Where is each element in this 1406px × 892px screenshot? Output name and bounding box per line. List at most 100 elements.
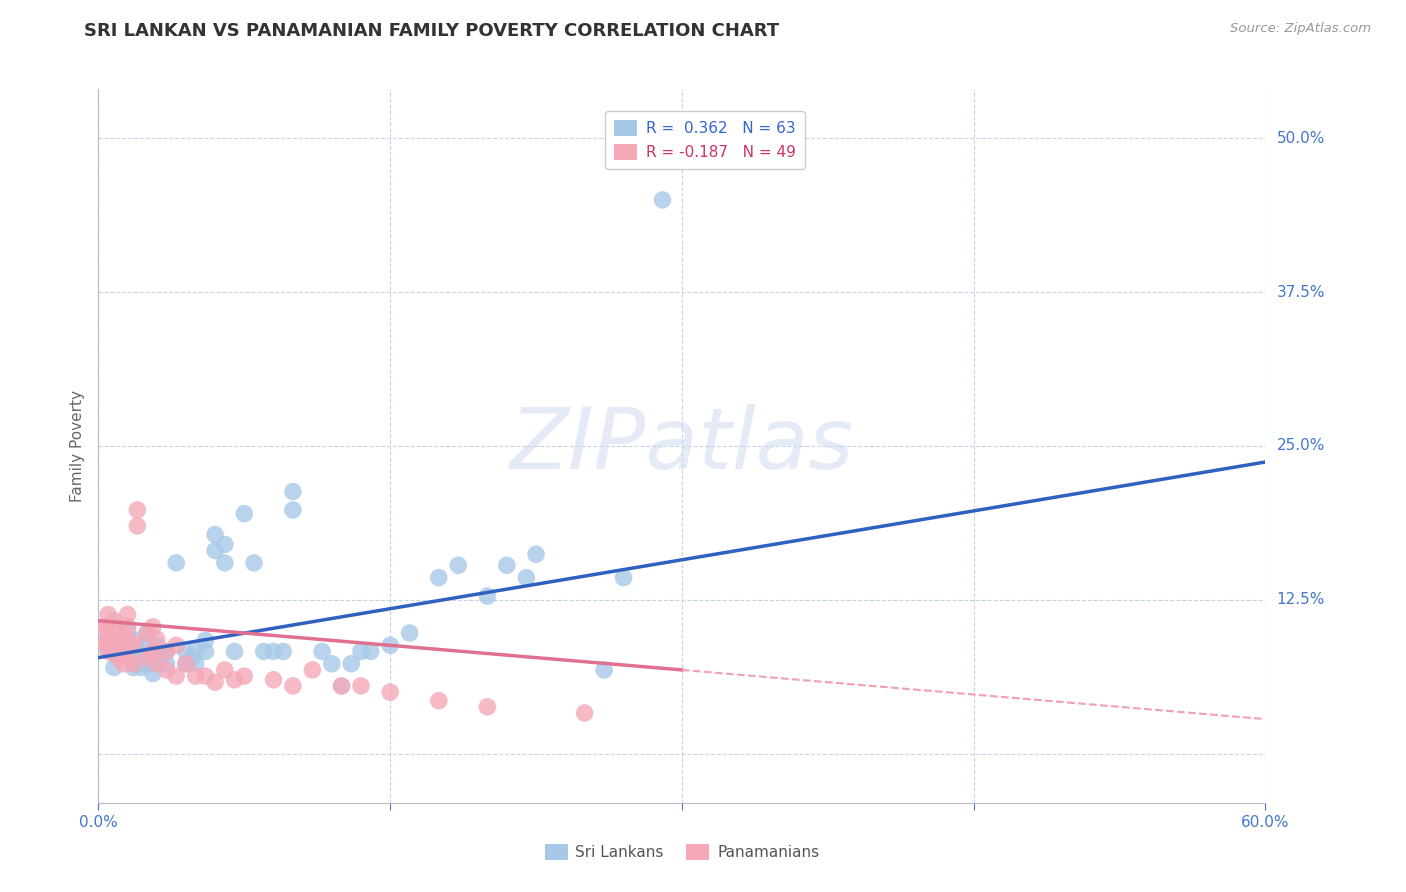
Point (142, 644, 165, 658)
Point (117, 624, 139, 638)
Point (97, 642, 120, 657)
Point (311, 644, 333, 658)
Point (174, 644, 197, 658)
Point (184, 644, 207, 658)
Point (122, 660, 145, 674)
Point (122, 657, 145, 671)
Point (350, 644, 373, 658)
Text: 50.0%: 50.0% (1277, 131, 1324, 146)
Point (155, 644, 177, 658)
Point (174, 657, 197, 671)
Point (214, 537, 236, 551)
Point (112, 657, 135, 671)
Point (214, 663, 236, 677)
Point (165, 669, 187, 683)
Point (127, 657, 149, 671)
Point (427, 571, 450, 585)
Point (398, 626, 420, 640)
Point (301, 663, 323, 677)
Point (127, 648, 149, 662)
Point (174, 657, 197, 671)
Point (111, 642, 134, 657)
Point (477, 699, 499, 714)
Point (107, 650, 129, 665)
Point (165, 556, 187, 570)
Point (447, 558, 470, 573)
Point (136, 626, 159, 640)
Point (204, 527, 226, 541)
Point (122, 636, 145, 650)
Point (651, 193, 673, 207)
Point (233, 507, 256, 521)
Point (380, 685, 402, 699)
Point (136, 626, 159, 640)
Point (136, 657, 159, 671)
Point (107, 636, 129, 650)
Point (117, 620, 139, 634)
Point (146, 657, 169, 671)
Point (281, 503, 304, 517)
Point (262, 644, 284, 658)
Point (103, 636, 125, 650)
Point (281, 679, 304, 693)
Point (97, 620, 120, 634)
Point (204, 543, 226, 558)
Point (117, 607, 139, 622)
Point (262, 673, 284, 687)
Point (233, 669, 256, 683)
Point (112, 644, 135, 658)
Point (107, 620, 129, 634)
Point (184, 669, 207, 683)
Point (127, 503, 149, 517)
Point (146, 632, 169, 647)
Point (524, 547, 547, 561)
Point (155, 663, 177, 677)
Point (152, 648, 174, 662)
Point (180, 650, 202, 665)
Point (136, 650, 159, 665)
Text: 37.5%: 37.5% (1277, 285, 1324, 300)
Point (112, 630, 135, 644)
Point (146, 657, 169, 671)
Text: SRI LANKAN VS PANAMANIAN FAMILY POVERTY CORRELATION CHART: SRI LANKAN VS PANAMANIAN FAMILY POVERTY … (84, 22, 779, 40)
Point (477, 589, 499, 603)
Point (340, 657, 363, 671)
Point (127, 633, 149, 648)
Point (243, 556, 266, 570)
Point (146, 638, 169, 652)
Point (574, 706, 596, 720)
Y-axis label: Family Poverty: Family Poverty (69, 390, 84, 502)
Point (330, 679, 353, 693)
Point (427, 694, 450, 708)
Point (380, 638, 402, 652)
Point (97, 632, 120, 647)
Point (107, 648, 129, 662)
Point (93, 620, 115, 634)
Point (321, 657, 343, 671)
Point (129, 660, 152, 674)
Point (214, 556, 236, 570)
Point (281, 484, 304, 499)
Point (165, 638, 187, 652)
Point (127, 519, 149, 533)
Point (97, 607, 120, 622)
Point (142, 620, 165, 634)
Point (271, 644, 294, 658)
Point (117, 636, 139, 650)
Text: ZIPatlas: ZIPatlas (510, 404, 853, 488)
Point (330, 679, 353, 693)
Point (360, 644, 382, 658)
Point (142, 648, 165, 662)
Text: 25.0%: 25.0% (1277, 439, 1324, 453)
Point (117, 648, 139, 662)
Point (155, 657, 177, 671)
Point (97, 630, 120, 644)
Point (593, 663, 616, 677)
Point (350, 679, 373, 693)
Legend: Sri Lankans, Panamanians: Sri Lankans, Panamanians (538, 838, 825, 866)
Point (613, 571, 636, 585)
Point (496, 558, 519, 573)
Point (103, 614, 125, 628)
Point (103, 660, 125, 674)
Point (103, 644, 125, 658)
